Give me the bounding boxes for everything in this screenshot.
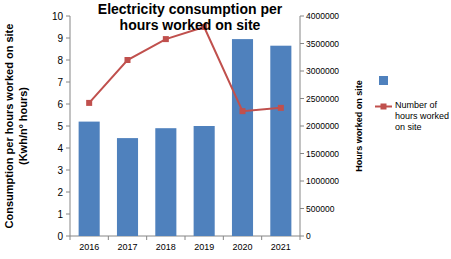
x-tick-label: 2020 (232, 242, 252, 252)
x-tick-label: 2019 (194, 242, 214, 252)
line-marker (240, 108, 246, 114)
x-tick-label: 2016 (79, 242, 99, 252)
y-tick (66, 192, 70, 193)
y2-tick-label: 3000000 (306, 66, 339, 76)
y2-tick-label: 1500000 (306, 149, 339, 159)
y2-tick (300, 181, 304, 182)
line-marker (163, 36, 169, 42)
y-tick (66, 82, 70, 83)
legend-label: Number of hours worked on site (395, 100, 451, 133)
y-tick (66, 148, 70, 149)
y-tick-label: 4 (57, 143, 63, 154)
y-tick (66, 214, 70, 215)
bar (194, 126, 215, 236)
y-axis-title: Consumption per hours worked on site (Kw… (2, 11, 30, 241)
line-marker (86, 100, 92, 106)
chart-title: Electricity consumption per hours worked… (80, 1, 300, 33)
x-tick (261, 236, 262, 240)
y-tick-label: 8 (57, 55, 63, 66)
y2-tick-label: 2000000 (306, 121, 339, 131)
y-tick-label: 6 (57, 99, 63, 110)
bar (232, 39, 253, 236)
y-tick (66, 104, 70, 105)
y2-tick (300, 43, 304, 44)
x-tick-label: 2018 (156, 242, 176, 252)
y2-axis-title: Hours worked on site (353, 46, 365, 206)
line (89, 27, 281, 111)
y-tick-label: 5 (57, 121, 63, 132)
y-tick-label: 0 (57, 231, 63, 242)
line-marker (125, 57, 131, 63)
y-tick-label: 10 (52, 11, 64, 22)
y2-tick-label: 500000 (306, 204, 335, 214)
y-tick (66, 236, 70, 237)
x-tick (185, 236, 186, 240)
y-tick (66, 170, 70, 171)
x-tick (223, 236, 224, 240)
y-tick-label: 1 (57, 209, 63, 220)
chart-svg: 0 1 2 3 4 5 6 7 8 9 10 0 500000 1000000 1500000 2000000… (0, 0, 451, 259)
x-tick-label: 2017 (117, 242, 137, 252)
y2-tick (300, 98, 304, 99)
y-tick (66, 16, 70, 17)
chart-root: 0 1 2 3 4 5 6 7 8 9 10 0 500000 1000000 1500000 2000000… (0, 0, 451, 259)
y2-tick (300, 208, 304, 209)
y2-tick-label: 4000000 (306, 11, 339, 21)
x-tick (70, 236, 71, 240)
y-tick (66, 60, 70, 61)
legend-marker (381, 104, 387, 110)
bar (155, 128, 176, 236)
y-tick (66, 38, 70, 39)
x-tick-label: 2021 (271, 242, 291, 252)
y-tick-label: 3 (57, 165, 63, 176)
y2-tick-label: 2500000 (306, 94, 339, 104)
y-tick-label: 2 (57, 187, 63, 198)
x-tick (146, 236, 147, 240)
bar (117, 138, 138, 236)
y2-tick-label: 1000000 (306, 176, 339, 186)
bar (79, 122, 100, 236)
line-marker (278, 105, 284, 111)
bar (270, 46, 291, 236)
x-tick (300, 236, 301, 240)
y2-tick (300, 153, 304, 154)
y2-tick (300, 16, 304, 17)
y2-tick-label: 0 (306, 231, 311, 241)
legend-swatch (379, 76, 388, 85)
y2-tick (300, 126, 304, 127)
y2-tick (300, 236, 304, 237)
y-tick (66, 126, 70, 127)
y2-tick (300, 71, 304, 72)
y-tick-label: 9 (57, 33, 63, 44)
y-tick-label: 7 (57, 77, 63, 88)
plot-marks (79, 24, 292, 236)
y2-tick-label: 3500000 (306, 39, 339, 49)
x-tick (108, 236, 109, 240)
